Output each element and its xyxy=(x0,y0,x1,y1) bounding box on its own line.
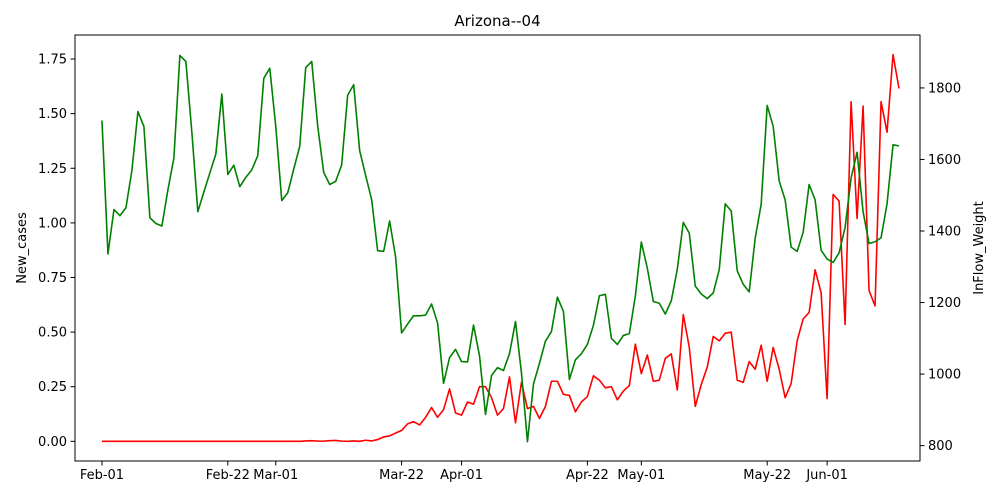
y-left-tick-label: 0.50 xyxy=(38,326,67,341)
y-left-tick-label: 1.75 xyxy=(38,53,67,68)
y-axis-right: 800 1000 1200 1400 1600 1800 xyxy=(920,81,961,454)
y-axis-left-label: New_cases xyxy=(15,212,30,284)
y-axis-left: 0.00 0.25 0.50 0.75 1.00 1.25 1.50 1.75 xyxy=(38,53,75,450)
x-tick-label: Mar-22 xyxy=(379,468,424,483)
x-axis: Feb-01 Feb-22 Mar-01 Mar-22 Apr-01 Apr-22 May-… xyxy=(80,461,848,483)
y-left-tick-label: 1.25 xyxy=(38,162,67,177)
y-left-tick-label: 0.25 xyxy=(38,380,67,395)
series-line-new-cases xyxy=(101,53,900,443)
y-right-tick-label: 1400 xyxy=(928,225,961,240)
plot-frame xyxy=(74,34,921,462)
x-tick-label: Apr-01 xyxy=(440,468,483,483)
x-tick-label: Apr-22 xyxy=(566,468,609,483)
y-left-tick-label: 0.00 xyxy=(38,435,67,450)
x-tick-label: Mar-01 xyxy=(253,468,298,483)
series-line-inflow-weight xyxy=(101,54,900,443)
y-left-tick-label: 1.00 xyxy=(38,216,67,231)
y-right-tick-label: 1200 xyxy=(928,296,961,311)
chart-title: Arizona--04 xyxy=(454,12,540,30)
x-tick-label: Feb-01 xyxy=(80,468,124,483)
y-right-tick-label: 1800 xyxy=(928,81,961,96)
y-right-tick-label: 1000 xyxy=(928,368,961,383)
x-tick-label: Feb-22 xyxy=(206,468,250,483)
y-right-tick-label: 1600 xyxy=(928,153,961,168)
y-axis-right-label: InFlow_Weight xyxy=(972,201,987,295)
x-tick-label: May-01 xyxy=(617,468,665,483)
x-tick-label: May-22 xyxy=(743,468,791,483)
series-layer xyxy=(101,53,900,443)
x-tick-label: Jun-01 xyxy=(805,468,848,483)
y-left-tick-label: 1.50 xyxy=(38,107,67,122)
y-right-tick-label: 800 xyxy=(928,439,953,454)
y-left-tick-label: 0.75 xyxy=(38,271,67,286)
